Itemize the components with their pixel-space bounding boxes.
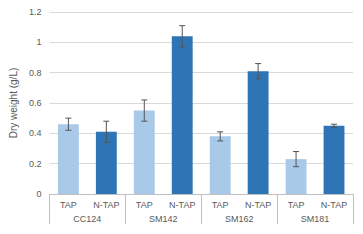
svg-text:1: 1 (36, 37, 41, 47)
svg-text:TAP: TAP (212, 200, 229, 210)
svg-text:0.6: 0.6 (29, 98, 42, 108)
svg-text:1.2: 1.2 (29, 7, 42, 17)
svg-text:TAP: TAP (288, 200, 305, 210)
svg-text:N-TAP: N-TAP (93, 200, 119, 210)
svg-text:Dry weight (g/L): Dry weight (g/L) (8, 68, 19, 139)
svg-text:0.4: 0.4 (29, 128, 42, 138)
svg-text:N-TAP: N-TAP (321, 200, 347, 210)
svg-text:0.2: 0.2 (29, 159, 42, 169)
svg-text:SM162: SM162 (225, 214, 254, 224)
svg-text:N-TAP: N-TAP (245, 200, 271, 210)
svg-text:TAP: TAP (60, 200, 77, 210)
svg-text:TAP: TAP (136, 200, 153, 210)
svg-text:0.8: 0.8 (29, 68, 42, 78)
svg-text:SM142: SM142 (149, 214, 178, 224)
svg-text:N-TAP: N-TAP (169, 200, 195, 210)
svg-text:0: 0 (36, 189, 41, 199)
svg-text:SM181: SM181 (301, 214, 330, 224)
svg-text:CC124: CC124 (73, 214, 101, 224)
